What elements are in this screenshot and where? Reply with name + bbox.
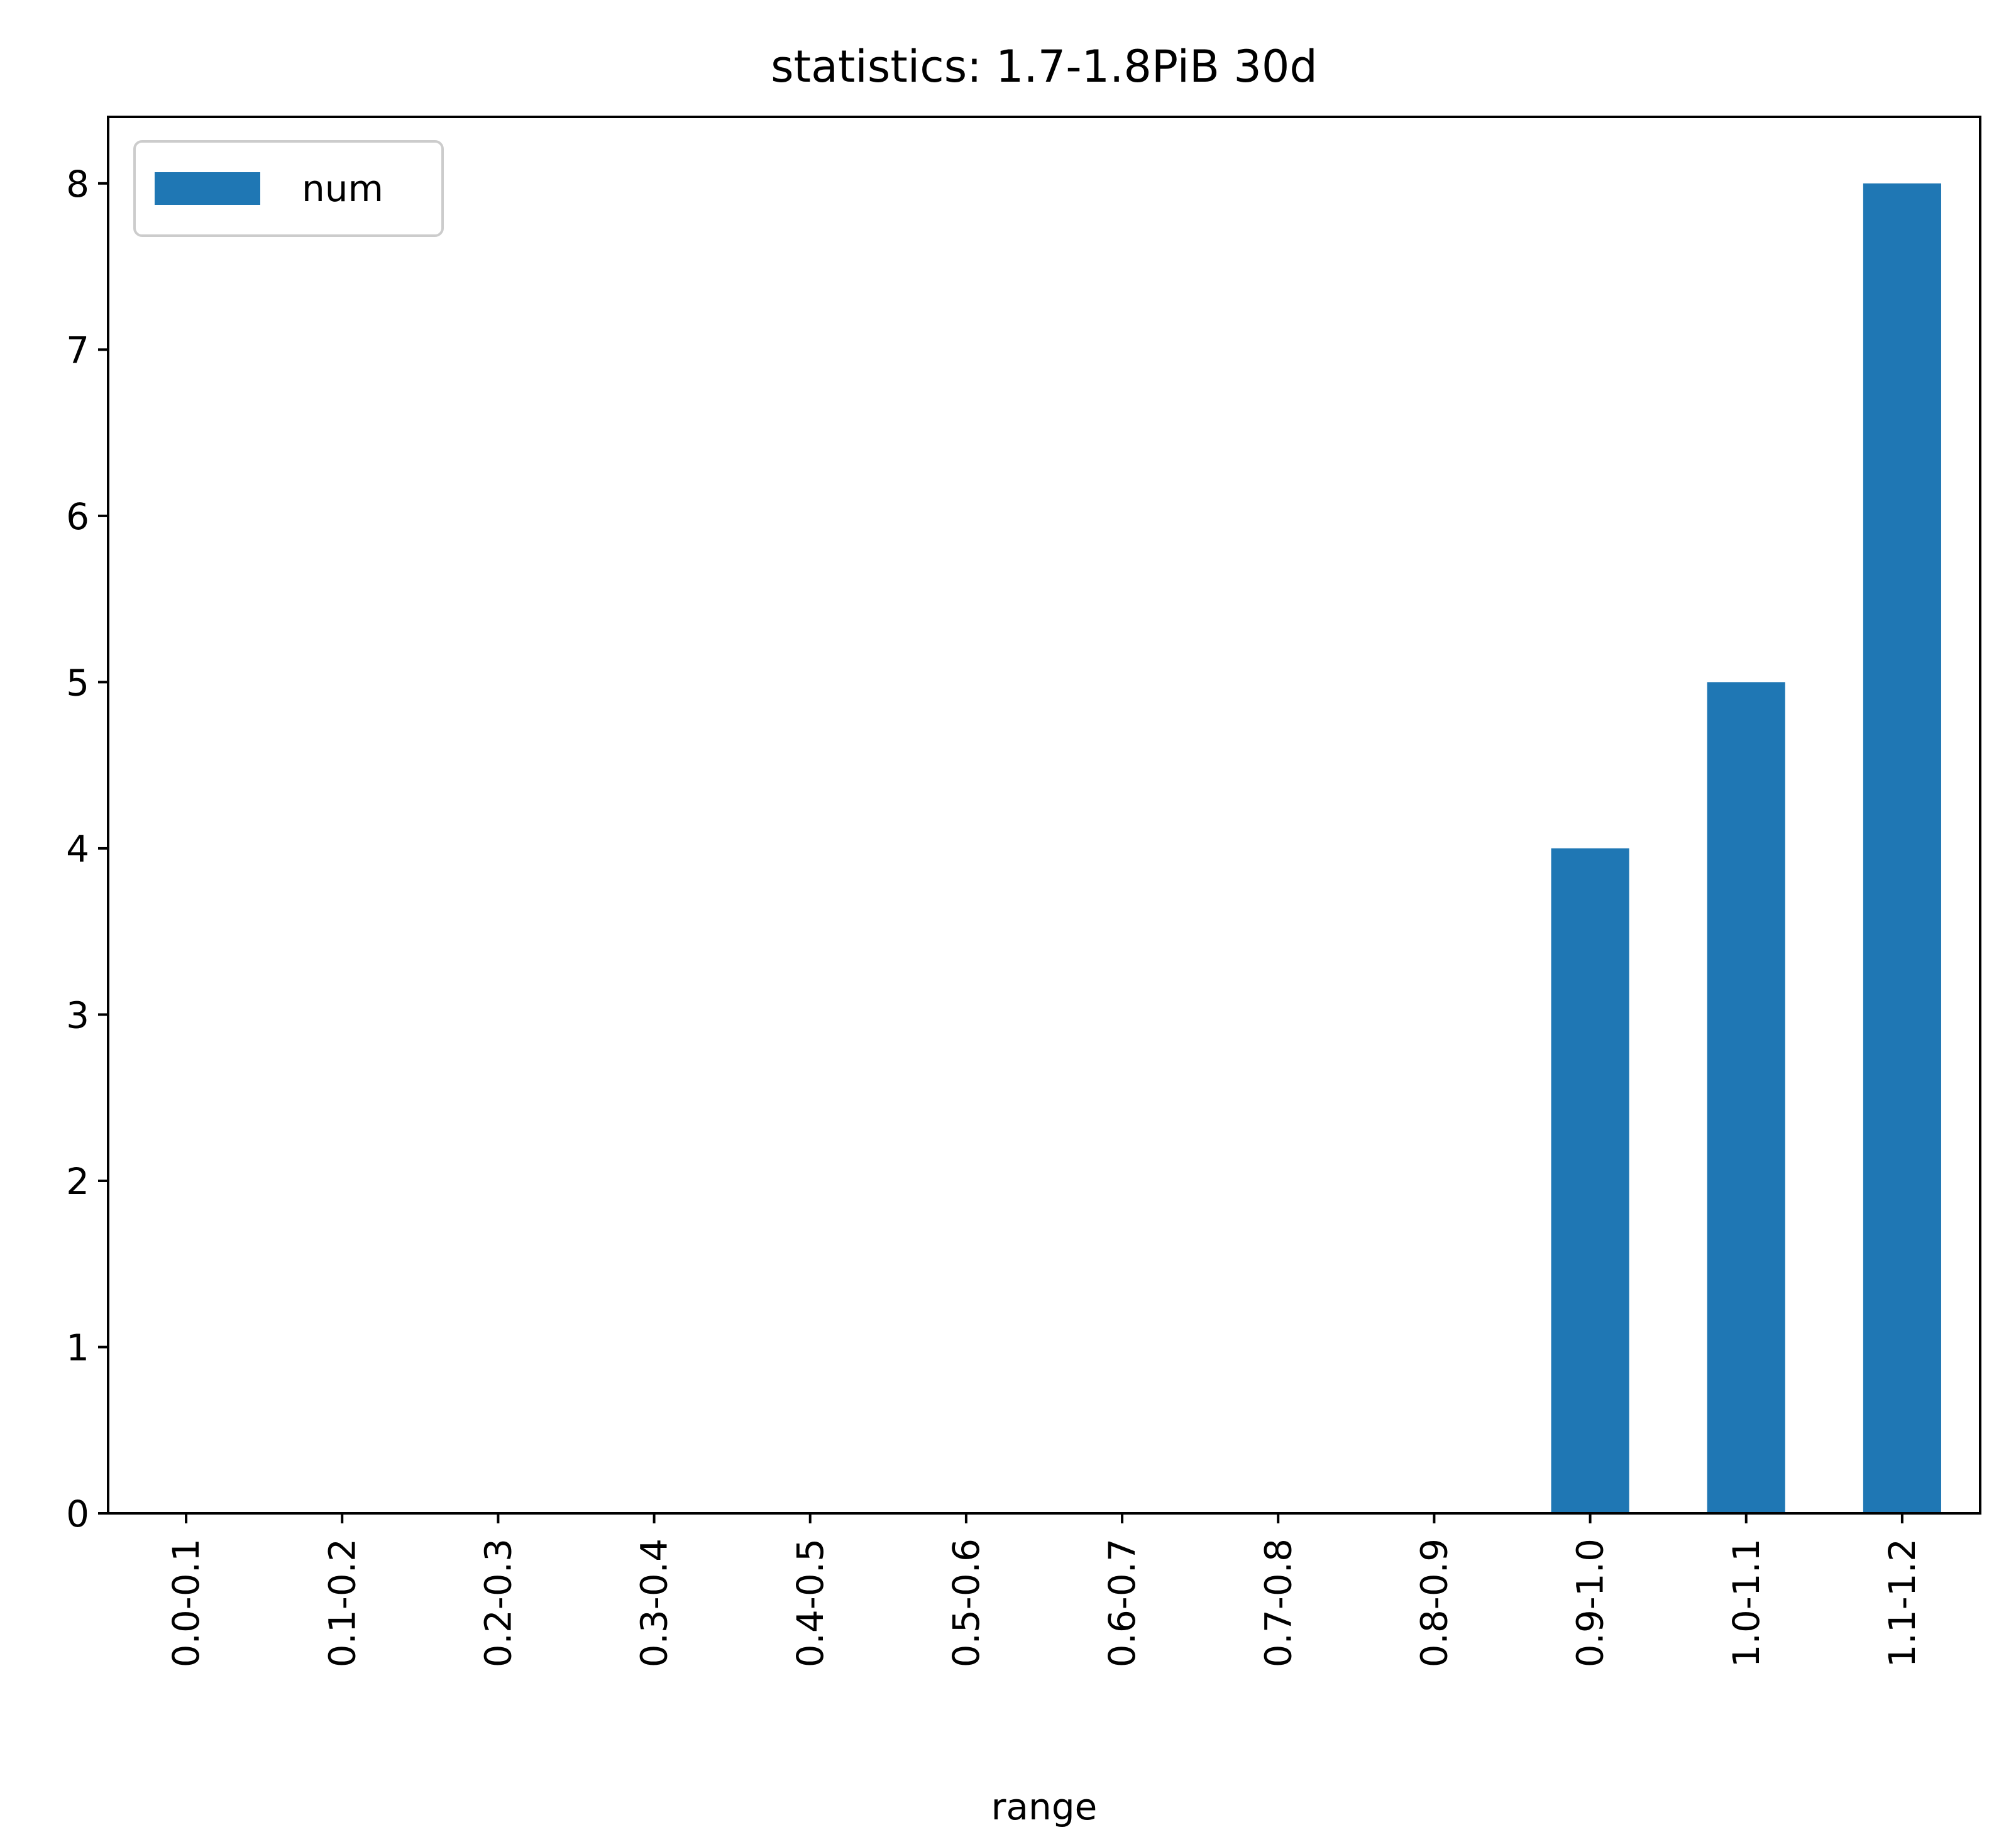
x-tick-label: 1.1-1.2 bbox=[1881, 1538, 1924, 1667]
x-tick-label: 0.3-0.4 bbox=[633, 1538, 676, 1667]
bars-layer bbox=[1551, 183, 1941, 1513]
x-tick-label: 0.8-0.9 bbox=[1413, 1538, 1455, 1667]
y-tick-label: 1 bbox=[66, 1326, 89, 1369]
x-axis-label: range bbox=[991, 1785, 1098, 1828]
y-tick-label: 8 bbox=[66, 163, 89, 206]
chart-title: statistics: 1.7-1.8PiB 30d bbox=[771, 41, 1318, 92]
bar-1.1-1.2 bbox=[1863, 183, 1941, 1513]
x-tick-label: 0.0-0.1 bbox=[165, 1538, 207, 1667]
legend: num bbox=[133, 140, 444, 237]
y-tick-label: 0 bbox=[66, 1493, 89, 1535]
axes-layer: 0 1 2 3 4 5 6 7 8 0.0-0.1 0.1-0.2 0.2-0.3 0.3-0.4 0.4… bbox=[66, 116, 1981, 1667]
y-tick-label: 3 bbox=[66, 994, 89, 1036]
bar-0.9-1.0 bbox=[1551, 848, 1629, 1513]
bar-1.0-1.1 bbox=[1707, 682, 1785, 1513]
legend-label: num bbox=[302, 167, 383, 210]
x-tick-label: 0.6-0.7 bbox=[1101, 1538, 1143, 1667]
legend-frame bbox=[133, 140, 444, 237]
x-tick-label: 0.5-0.6 bbox=[945, 1538, 988, 1667]
y-tick-label: 6 bbox=[66, 495, 89, 538]
x-tick-label: 0.4-0.5 bbox=[789, 1538, 832, 1667]
y-tick-label: 7 bbox=[66, 329, 89, 371]
y-tick-label: 2 bbox=[66, 1160, 89, 1203]
x-tick-label: 0.2-0.3 bbox=[476, 1538, 519, 1667]
x-tick-label: 0.1-0.2 bbox=[321, 1538, 363, 1667]
plot-frame bbox=[107, 116, 1981, 1515]
y-tick-label: 5 bbox=[66, 661, 89, 704]
x-tick-label: 1.0-1.1 bbox=[1725, 1538, 1768, 1667]
x-tick-label: 0.7-0.8 bbox=[1257, 1538, 1299, 1667]
legend-swatch bbox=[155, 172, 260, 205]
x-tick-label: 0.9-1.0 bbox=[1569, 1538, 1612, 1667]
y-tick-label: 4 bbox=[66, 828, 89, 870]
